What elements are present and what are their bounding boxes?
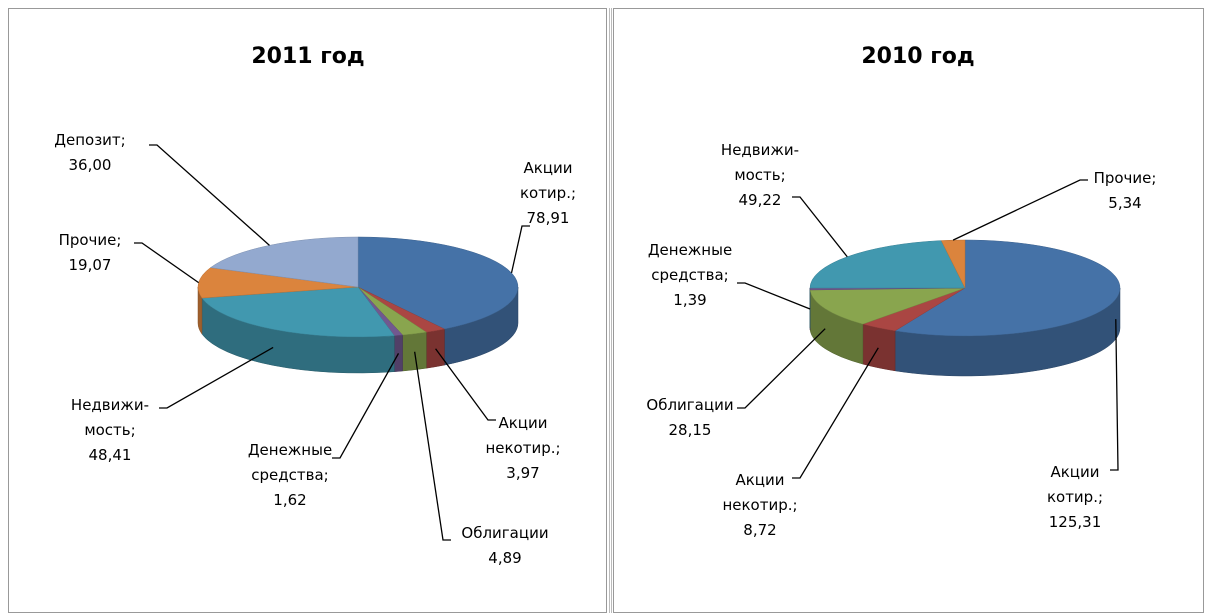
value-label: 5,34 <box>1108 194 1141 212</box>
leader-line <box>435 348 496 421</box>
category-label: Облигации <box>461 524 548 542</box>
slice-side <box>426 328 445 369</box>
chart-title: 2011 год <box>251 44 364 69</box>
category-label: Прочие; <box>59 231 122 249</box>
value-label: 28,15 <box>669 421 712 439</box>
category-label: Облигации <box>646 396 733 414</box>
category-label: Акции котир.; <box>520 159 576 202</box>
slice <box>201 286 395 338</box>
category-label: Акции некотир.; <box>485 414 560 457</box>
leader-line <box>792 196 848 258</box>
leader-line <box>159 346 274 409</box>
data-label: Денежные средства; 1,62 <box>248 441 332 509</box>
slice <box>894 239 1121 337</box>
value-label: 48,41 <box>89 446 132 464</box>
data-label: Прочие; 5,34 <box>1094 169 1157 212</box>
data-label: Недвижи-мость; 48,41 <box>71 396 149 464</box>
leader-line <box>414 351 451 541</box>
leader-line <box>737 328 826 409</box>
slice <box>809 287 966 325</box>
slice <box>197 267 359 299</box>
pie-sides <box>197 286 519 374</box>
data-label: Акции котир.; 125,31 <box>1047 463 1103 531</box>
category-label: Денежные средства; <box>648 241 732 284</box>
leader-line <box>332 353 400 459</box>
data-label: Акции некотир.; 3,97 <box>485 414 560 482</box>
pie-tops <box>197 236 519 338</box>
value-label: 19,07 <box>69 256 112 274</box>
slice <box>357 236 519 330</box>
slice <box>209 236 359 288</box>
slice <box>940 239 966 289</box>
category-label: Депозит; <box>54 131 125 149</box>
category-label: Акции некотир.; <box>722 471 797 514</box>
value-label: 1,39 <box>673 291 706 309</box>
value-label: 4,89 <box>488 549 521 567</box>
leader-line <box>792 347 879 479</box>
value-label: 1,62 <box>273 491 306 509</box>
leader-line <box>737 282 811 310</box>
category-label: Акции котир.; <box>1047 463 1103 506</box>
pie-tops <box>809 239 1121 337</box>
leader-line <box>952 179 1088 241</box>
chart-title: 2010 год <box>861 44 974 69</box>
category-label: Недвижи-мость; <box>721 141 799 184</box>
category-label: Денежные средства; <box>248 441 332 484</box>
value-label: 3,97 <box>506 464 539 482</box>
data-label: Облигации 28,15 <box>646 396 733 439</box>
data-label: Депозит; 36,00 <box>54 131 125 174</box>
data-label: Акции некотир.; 8,72 <box>722 471 797 539</box>
value-label: 8,72 <box>743 521 776 539</box>
leader-line <box>149 144 270 246</box>
value-label: 36,00 <box>69 156 112 174</box>
data-label: Денежные средства; 1,39 <box>648 241 732 309</box>
leader-line <box>1110 319 1119 471</box>
data-label: Недвижи-мость; 49,22 <box>721 141 799 209</box>
value-label: 78,91 <box>527 209 570 227</box>
slice <box>809 240 966 289</box>
value-label: 49,22 <box>739 191 782 209</box>
data-label: Акции котир.; 78,91 <box>520 159 576 227</box>
value-label: 125,31 <box>1049 513 1102 531</box>
leader-line <box>134 242 199 284</box>
category-label: Недвижи-мость; <box>71 396 149 439</box>
category-label: Прочие; <box>1094 169 1157 187</box>
slice-side <box>862 323 896 372</box>
slice-side <box>402 331 427 372</box>
data-label: Облигации 4,89 <box>461 524 548 567</box>
leader-line <box>510 225 530 274</box>
slice-side <box>394 334 403 372</box>
data-label: Прочие; 19,07 <box>59 231 122 274</box>
